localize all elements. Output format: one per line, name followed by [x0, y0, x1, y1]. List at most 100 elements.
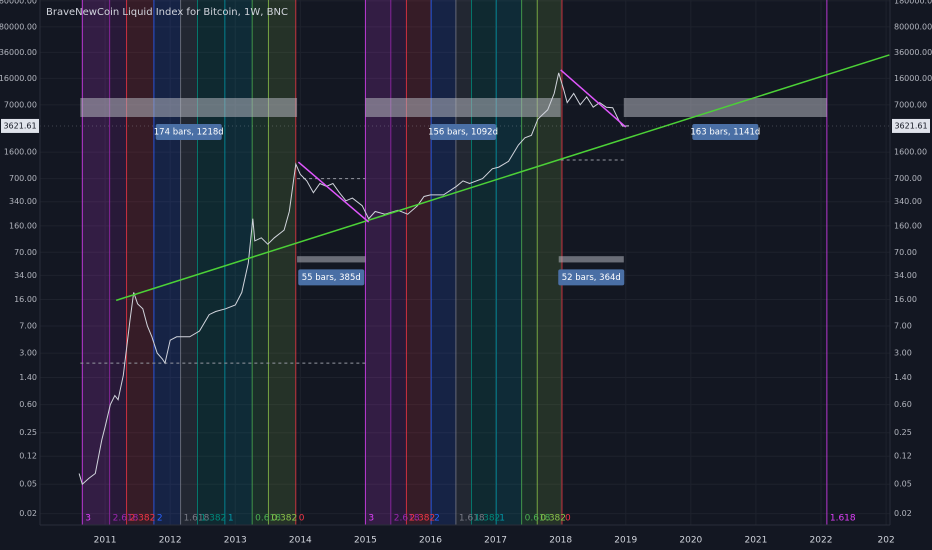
fib-label: 2.382 — [130, 514, 156, 524]
x-tick-label: 2016 — [419, 536, 442, 546]
fib-label: 0 — [299, 514, 305, 524]
fib-label: 2 — [434, 514, 440, 524]
range-label-box — [692, 123, 759, 140]
y-tick-label-right: 0.02 — [894, 509, 912, 518]
y-tick-label: 180000.00 — [0, 0, 37, 5]
y-tick-label: 0.12 — [19, 452, 37, 461]
y-tick-label-right: 1.40 — [894, 373, 912, 382]
range-label: 52 bars, 364d — [562, 273, 621, 283]
fib-label: 0 — [565, 514, 571, 524]
range-label-box — [558, 269, 625, 286]
price-tag-left-text: 3621.61 — [3, 121, 36, 130]
x-tick-label: 2019 — [614, 536, 637, 546]
fib-label: 1.618 — [830, 514, 856, 524]
y-tick-label: 0.60 — [19, 400, 37, 409]
y-tick-label-right: 7.00 — [894, 322, 912, 331]
x-tick-label: 2020 — [679, 536, 702, 546]
fib-label: 1.618 — [184, 514, 210, 524]
y-tick-label-right: 0.12 — [894, 452, 912, 461]
fib-band — [224, 0, 253, 525]
trend-line — [115, 54, 890, 302]
y-tick-label: 0.02 — [19, 509, 37, 518]
y-tick-label-right: 700.00 — [894, 174, 922, 183]
y-tick-label-right: 34.00 — [894, 271, 917, 280]
fib-band — [365, 0, 391, 525]
y-tick-label: 1600.00 — [4, 148, 37, 157]
fib-label: 2.618 — [113, 514, 139, 524]
y-tick-label-right: 80000.00 — [894, 22, 932, 31]
range-label: 174 bars, 1218d — [154, 127, 224, 137]
range-label-box — [430, 123, 497, 140]
price-tag-right-text: 3621.61 — [894, 121, 927, 130]
y-tick-label: 1.40 — [19, 373, 37, 382]
y-tick-label: 0.05 — [19, 480, 37, 489]
range-label-box — [298, 269, 365, 286]
fib-band — [252, 0, 269, 525]
y-tick-label: 340.00 — [9, 197, 37, 206]
fib-band — [496, 0, 522, 525]
y-tick-label-right: 0.60 — [894, 400, 912, 409]
y-tick-label: 16.00 — [14, 295, 37, 304]
fib-band — [82, 0, 110, 525]
fib-label: 1 — [228, 514, 234, 524]
fib-band — [471, 0, 497, 525]
fib-band — [126, 0, 154, 525]
grid — [40, 0, 890, 525]
fib-label: 0.382 — [540, 514, 566, 524]
y-tick-label: 700.00 — [9, 174, 37, 183]
fib-label: 1.618 — [459, 514, 485, 524]
y-tick-label-right: 16000.00 — [894, 74, 932, 83]
y-tick-label-right: 0.25 — [894, 428, 912, 437]
y-tick-label: 7.00 — [19, 322, 37, 331]
x-tick-label: 2013 — [224, 536, 247, 546]
range-label: 55 bars, 385d — [302, 273, 361, 283]
x-tick-label: 2022 — [810, 536, 833, 546]
y-tick-label: 34.00 — [14, 271, 37, 280]
y-tick-label: 80000.00 — [0, 22, 37, 31]
fib-band — [406, 0, 432, 525]
price-tag-right — [892, 118, 930, 133]
x-tick-label: 2012 — [159, 536, 182, 546]
y-tick-label-right: 340.00 — [894, 197, 922, 206]
price-tag-left — [1, 118, 39, 133]
fib-label: 0.382 — [271, 514, 297, 524]
x-tick-label: 2011 — [94, 536, 117, 546]
fib-band — [109, 0, 127, 525]
fib-label: 1.382 — [201, 514, 227, 524]
y-tick-label-right: 16.00 — [894, 295, 917, 304]
fib-label: 3 — [368, 514, 374, 524]
range-box — [80, 97, 298, 117]
fib-label: 1.382 — [475, 514, 501, 524]
y-tick-label: 16000.00 — [0, 74, 37, 83]
fib-band — [268, 0, 296, 525]
x-tick-label: 202 — [878, 536, 895, 546]
y-tick-label: 70.00 — [14, 248, 37, 257]
range-box — [558, 256, 624, 263]
trend-line — [297, 161, 370, 223]
range-box — [365, 97, 561, 117]
y-tick-label: 7000.00 — [4, 100, 37, 109]
fib-band — [455, 0, 472, 525]
chart-title: BraveNewCoin Liquid Index for Bitcoin, 1… — [46, 7, 288, 18]
y-tick-label-right: 160.00 — [894, 221, 922, 230]
fib-band — [390, 0, 407, 525]
fib-label: 2 — [157, 514, 163, 524]
range-box — [297, 256, 366, 263]
y-tick-label-right: 7000.00 — [894, 100, 927, 109]
x-tick-label: 2014 — [289, 536, 312, 546]
y-tick-label: 36000.00 — [0, 48, 37, 57]
y-tick-label: 160.00 — [9, 221, 37, 230]
fib-band — [197, 0, 225, 525]
fib-band — [537, 0, 562, 525]
fib-label: 2.618 — [394, 514, 420, 524]
x-tick-label: 2018 — [549, 536, 572, 546]
fib-label: 1 — [499, 514, 505, 524]
y-tick-label-right: 1600.00 — [894, 148, 927, 157]
range-label: 163 bars, 1141d — [690, 127, 760, 137]
range-label-box — [155, 123, 222, 140]
x-tick-label: 2017 — [484, 536, 507, 546]
range-label: 156 bars, 1092d — [428, 127, 498, 137]
y-tick-label: 0.25 — [19, 428, 37, 437]
